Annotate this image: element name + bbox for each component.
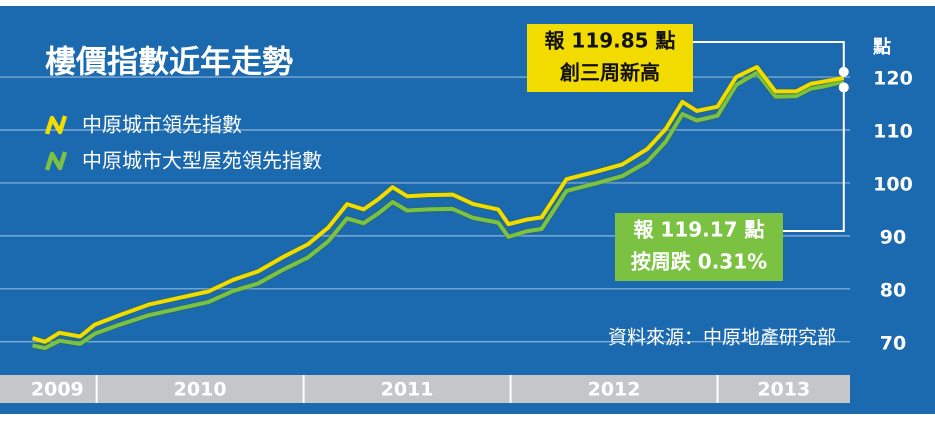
annotation-dot bbox=[838, 82, 849, 93]
y-tick-label: 80 bbox=[880, 279, 906, 301]
legend-label: 中原城市大型屋苑領先指數 bbox=[82, 149, 322, 173]
annotation-text: 報 119.17 點 bbox=[633, 218, 764, 242]
x-tick-label: 2011 bbox=[381, 379, 434, 401]
chart-title: 樓價指數近年走勢 bbox=[45, 45, 293, 81]
annotation-dot bbox=[838, 66, 849, 77]
series-line bbox=[31, 65, 845, 344]
x-tick-label: 2013 bbox=[757, 379, 810, 401]
annotation-text: 按周跌 0.31% bbox=[631, 250, 767, 274]
y-tick-label: 90 bbox=[880, 226, 906, 248]
y-tick-label: 120 bbox=[873, 68, 913, 90]
annotation-connector bbox=[783, 87, 845, 232]
y-tick-label: 100 bbox=[873, 173, 913, 195]
background bbox=[0, 6, 935, 414]
y-unit: 點 bbox=[872, 37, 891, 58]
legend-icon bbox=[44, 115, 68, 135]
annotation-box bbox=[615, 213, 783, 281]
x-tick-label: 2010 bbox=[174, 379, 227, 401]
annotation-text: 報 119.85 點 bbox=[544, 29, 675, 53]
annotation-connector bbox=[693, 41, 845, 72]
source-note: 資料來源：中原地產研究部 bbox=[608, 327, 836, 349]
annotation-box bbox=[527, 24, 693, 92]
x-axis-band bbox=[0, 375, 850, 403]
series-line bbox=[32, 70, 845, 351]
legend-label: 中原城市領先指數 bbox=[82, 113, 242, 137]
x-tick-label: 2012 bbox=[588, 379, 641, 401]
y-tick-label: 110 bbox=[873, 121, 913, 143]
y-tick-label: 70 bbox=[880, 332, 906, 354]
legend-icon bbox=[44, 151, 68, 171]
annotation-text: 創三周新高 bbox=[559, 61, 660, 85]
x-tick-label: 2009 bbox=[31, 379, 84, 401]
